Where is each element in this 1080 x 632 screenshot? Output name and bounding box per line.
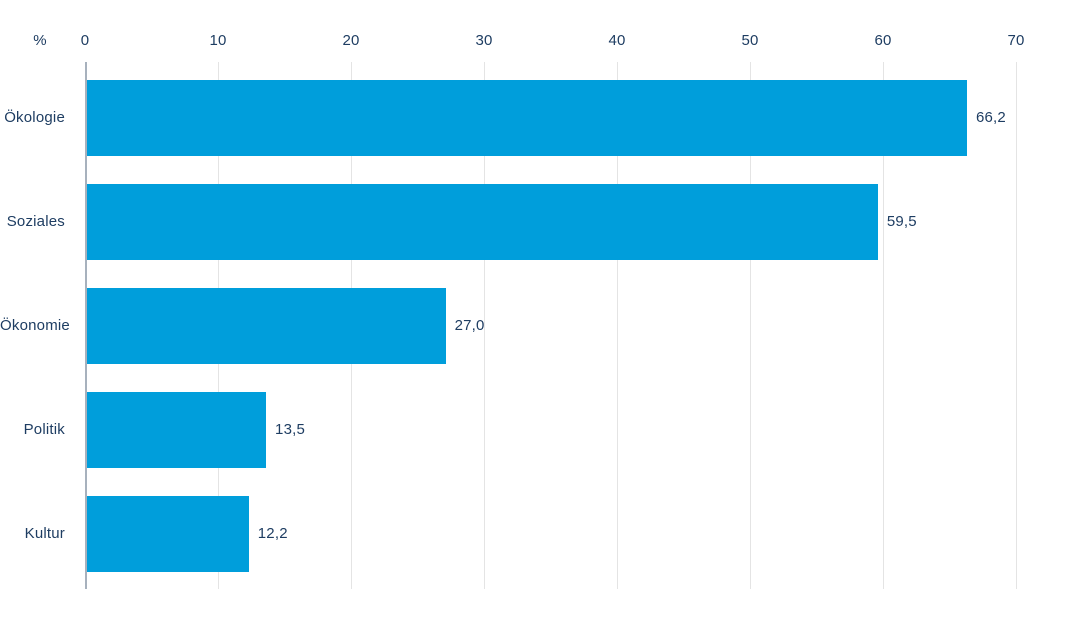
- category-label: Ökonomie: [0, 317, 70, 334]
- x-tick-label: 60: [874, 32, 892, 49]
- x-tick-label: 70: [1007, 32, 1025, 49]
- x-tick-label: 40: [608, 32, 626, 49]
- x-tick-label: 10: [209, 32, 227, 49]
- bar: [86, 288, 446, 364]
- category-label: Politik: [23, 421, 65, 438]
- bar: [86, 184, 878, 260]
- gridline: [484, 62, 485, 589]
- category-label: Ökologie: [4, 109, 65, 126]
- bar: [86, 392, 267, 468]
- value-label: 66,2: [975, 109, 1006, 126]
- x-tick-label: 0: [80, 32, 90, 49]
- x-tick-label: 50: [741, 32, 759, 49]
- x-tick-label: 30: [475, 32, 493, 49]
- x-tick-label: 20: [342, 32, 360, 49]
- value-label: 27,0: [454, 317, 485, 334]
- gridline: [750, 62, 751, 589]
- category-label: Kultur: [24, 525, 65, 542]
- value-label: 13,5: [275, 421, 306, 438]
- bar: [86, 80, 967, 156]
- category-label: Soziales: [6, 213, 65, 230]
- value-label: 12,2: [257, 525, 288, 542]
- gridline: [883, 62, 884, 589]
- y-axis-line: [85, 62, 87, 589]
- gridline: [617, 62, 618, 589]
- value-label: 59,5: [886, 213, 917, 230]
- axis-unit-label: %: [33, 32, 47, 49]
- bar: [86, 496, 249, 572]
- gridline: [1016, 62, 1017, 589]
